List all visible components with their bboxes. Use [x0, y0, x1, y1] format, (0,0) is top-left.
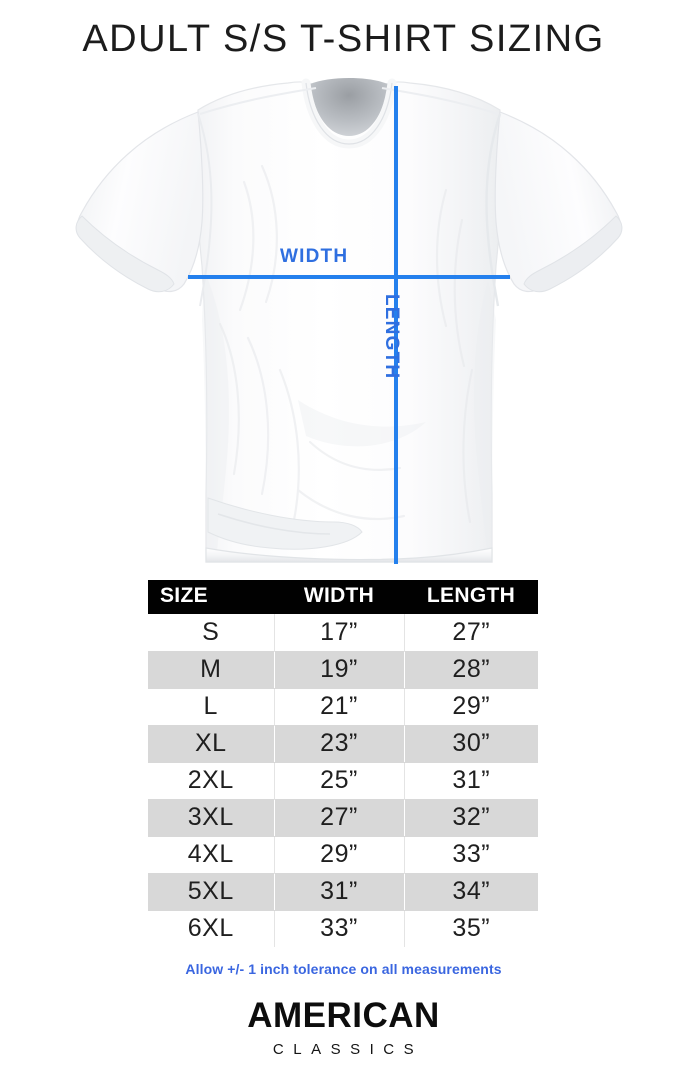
- cell-width: 23”: [273, 724, 405, 763]
- cell-length: 30”: [403, 724, 538, 763]
- cell-length: 33”: [403, 836, 538, 873]
- cell-width: 29”: [273, 836, 405, 873]
- cell-size: 5XL: [148, 872, 275, 911]
- cell-size: 2XL: [148, 762, 275, 799]
- brand-logo: AMERICAN CLASSICS: [0, 996, 687, 1058]
- table-header: SIZE WIDTH LENGTH: [148, 580, 538, 614]
- cell-width: 27”: [273, 798, 405, 837]
- cell-width: 19”: [273, 650, 405, 689]
- table-row: S 17” 27”: [148, 614, 538, 651]
- cell-width: 17”: [273, 614, 405, 651]
- armhole-seam-right: [485, 113, 502, 307]
- table-row: 5XL 31” 34”: [148, 872, 538, 911]
- cell-length: 28”: [403, 650, 538, 689]
- fabric-shading: [202, 270, 496, 560]
- cell-size: XL: [148, 724, 275, 763]
- brand-name-secondary: CLASSICS: [272, 1040, 424, 1058]
- fabric-wrinkles: [218, 164, 474, 524]
- cell-length: 27”: [403, 614, 538, 651]
- size-table: SIZE WIDTH LENGTH S 17” 27” M 19” 28” L: [148, 580, 538, 947]
- shirt-body: [197, 81, 501, 563]
- cell-length: 35”: [403, 910, 538, 947]
- armhole-seam-left: [197, 113, 213, 307]
- cell-size: 3XL: [148, 798, 275, 837]
- table-row: M 19” 28”: [148, 650, 538, 689]
- cell-size: S: [148, 614, 275, 651]
- table-row: 6XL 33” 35”: [148, 910, 538, 947]
- shoulder-seam-left: [199, 87, 317, 115]
- cell-size: 4XL: [148, 836, 275, 873]
- cell-length: 32”: [403, 798, 538, 837]
- hem-fold-left-crease: [217, 513, 331, 535]
- table-header-row: SIZE WIDTH LENGTH: [148, 580, 538, 614]
- shirt-neck-opening: [310, 78, 388, 136]
- cell-length: 31”: [403, 762, 538, 799]
- tshirt-illustration: [48, 70, 648, 580]
- cell-length: 29”: [403, 688, 538, 725]
- cell-width: 21”: [273, 688, 405, 725]
- tshirt-icon: [75, 78, 623, 563]
- cell-width: 31”: [273, 872, 405, 911]
- cell-length: 34”: [403, 872, 538, 911]
- column-header-length: LENGTH: [404, 580, 538, 614]
- shirt-collar-outline: [305, 82, 393, 145]
- shirt-cuff-right: [523, 215, 623, 293]
- size-table-container: SIZE WIDTH LENGTH S 17” 27” M 19” 28” L: [148, 580, 538, 947]
- hem-fold-left: [207, 497, 363, 550]
- table-body: S 17” 27” M 19” 28” L 21” 29” XL 23”: [148, 614, 538, 947]
- shirt-cuff-left: [75, 215, 175, 293]
- table-row: 2XL 25” 31”: [148, 762, 538, 799]
- table-row: 4XL 29” 33”: [148, 836, 538, 873]
- tolerance-note: Allow +/- 1 inch tolerance on all measur…: [185, 961, 502, 977]
- cell-size: 6XL: [148, 910, 275, 947]
- shirt-bottom-hem: [205, 547, 493, 563]
- cell-width: 33”: [273, 910, 405, 947]
- cell-size: L: [148, 688, 275, 725]
- column-header-size: SIZE: [148, 580, 274, 614]
- cell-width: 25”: [273, 762, 405, 799]
- cell-size: M: [148, 650, 275, 689]
- table-row: L 21” 29”: [148, 688, 538, 725]
- brand-name-primary: AMERICAN: [247, 996, 440, 1035]
- page-title: ADULT S/S T-SHIRT SIZING: [82, 18, 605, 60]
- column-header-width: WIDTH: [274, 580, 404, 614]
- shoulder-seam-right: [381, 87, 499, 115]
- table-row: 3XL 27” 32”: [148, 798, 538, 837]
- table-row: XL 23” 30”: [148, 724, 538, 763]
